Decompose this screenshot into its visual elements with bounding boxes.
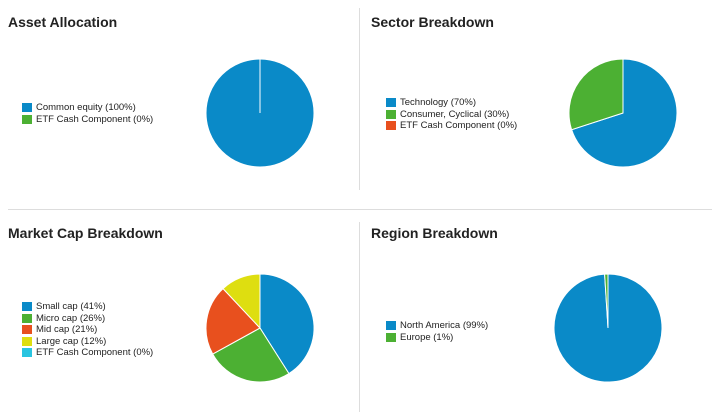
- legend-swatch: [22, 348, 32, 358]
- legend-label: Mid cap (21%): [36, 324, 98, 335]
- legend: Small cap (41%) Micro cap (26%) Mid cap (2…: [22, 301, 153, 359]
- legend-swatch: [386, 121, 396, 131]
- legend-swatch: [22, 313, 32, 323]
- pie-slice: [571, 58, 678, 168]
- panel-title: Market Cap Breakdown: [8, 225, 163, 241]
- legend-swatch: [386, 332, 396, 342]
- panel-title: Sector Breakdown: [371, 14, 494, 30]
- panel-title: Region Breakdown: [371, 225, 498, 241]
- legend-swatch: [22, 302, 32, 312]
- pie-slice: [222, 273, 261, 330]
- vertical-divider-top: [359, 8, 360, 190]
- horizontal-divider: [8, 209, 712, 210]
- legend-item: Small cap (41%): [22, 301, 153, 313]
- legend-item: Common equity (100%): [22, 102, 153, 114]
- legend-label: North America (99%): [400, 320, 489, 331]
- legend-swatch: [22, 114, 32, 124]
- legend-item: ETF Cash Component (0%): [22, 347, 153, 359]
- legend-label: Technology (70%): [400, 97, 477, 108]
- legend-label: Common equity (100%): [36, 102, 136, 113]
- pie-slice: [568, 58, 624, 131]
- legend-item: Technology (70%): [386, 97, 517, 109]
- legend-label: Small cap (41%): [36, 301, 106, 312]
- panel-title: Asset Allocation: [8, 14, 118, 30]
- legend-label: Micro cap (26%): [36, 312, 106, 324]
- legend-item: ETF Cash Component (0%): [22, 114, 153, 126]
- pie-slice: [212, 327, 290, 383]
- legend-swatch: [386, 109, 396, 119]
- pie-slice: [604, 273, 609, 329]
- legend-label: ETF Cash Component (0%): [400, 120, 518, 131]
- legend-item: Mid cap (21%): [22, 324, 153, 336]
- legend-item: North America (99%): [386, 320, 488, 332]
- legend-label: Europe (1%): [400, 331, 454, 343]
- legend: North America (99%) Europe (1%): [386, 320, 488, 343]
- pie-chart: [553, 273, 663, 383]
- legend-label: Consumer, Cyclical (30%): [400, 108, 510, 120]
- legend-label: ETF Cash Component (0%): [36, 113, 154, 125]
- legend-item: Large cap (12%): [22, 336, 153, 348]
- vertical-divider-bottom: [359, 222, 360, 412]
- legend-label: ETF Cash Component (0%): [36, 347, 154, 358]
- region-breakdown-panel: Region Breakdown North America (99%) Euro…: [362, 211, 720, 419]
- legend-swatch: [386, 98, 396, 108]
- legend-swatch: [22, 336, 32, 346]
- sector-breakdown-panel: Sector Breakdown Technology (70%) Consume…: [362, 0, 720, 208]
- legend: Technology (70%) Consumer, Cyclical (30%)…: [386, 97, 517, 132]
- legend-swatch: [22, 103, 32, 113]
- pie-chart: [568, 58, 678, 168]
- legend-item: Micro cap (26%): [22, 313, 153, 325]
- legend-item: Consumer, Cyclical (30%): [386, 109, 517, 121]
- legend-item: ETF Cash Component (0%): [386, 120, 517, 132]
- legend-swatch: [386, 321, 396, 331]
- legend: Common equity (100%) ETF Cash Component (…: [22, 102, 153, 125]
- pie-chart: [205, 58, 315, 168]
- pie-slice: [205, 287, 261, 355]
- legend-item: Europe (1%): [386, 332, 488, 344]
- market-cap-breakdown-panel: Market Cap Breakdown Small cap (41%) Micr…: [0, 211, 358, 419]
- legend-swatch: [22, 325, 32, 335]
- pie-chart: [205, 273, 315, 383]
- legend-label: Large cap (12%): [36, 335, 107, 347]
- asset-allocation-panel: Asset Allocation Common equity (100%) ETF…: [0, 0, 358, 208]
